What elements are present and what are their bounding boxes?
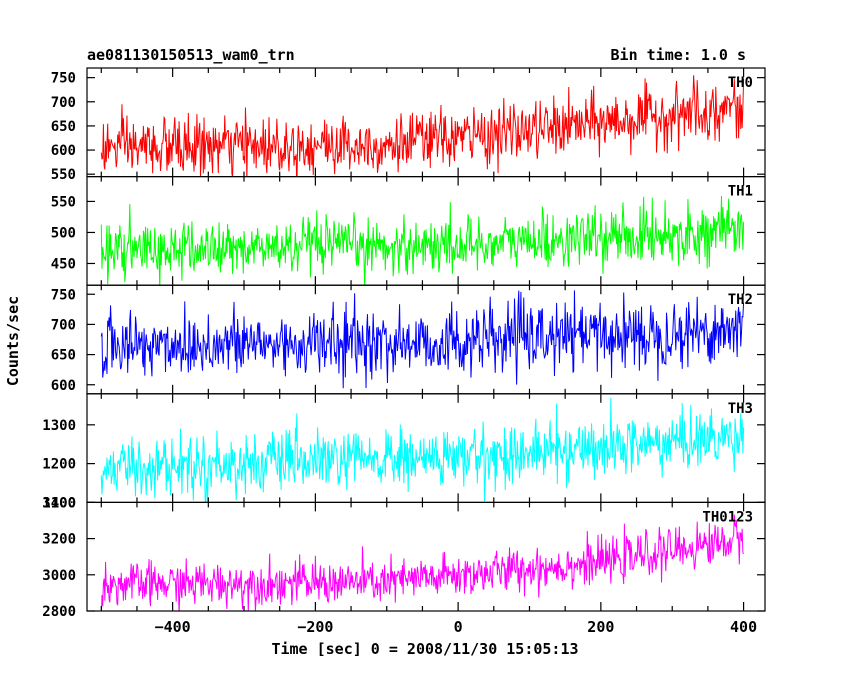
y-tick-label: 600 bbox=[51, 378, 76, 394]
x-tick-label: −200 bbox=[297, 618, 333, 636]
bin-time-label: Bin time: 1.0 s bbox=[611, 46, 746, 64]
panel-name: TH0123 bbox=[702, 509, 753, 525]
panel-name: TH3 bbox=[728, 401, 753, 417]
x-tick-label: 200 bbox=[587, 618, 614, 636]
panels-group: 550 600 650 700 750 TH0 450 500 550 TH1 600 650 700 7… bbox=[42, 67, 766, 620]
series-th2 bbox=[100, 290, 745, 389]
series-th1 bbox=[100, 195, 745, 286]
y-tick-label: 550 bbox=[51, 194, 76, 210]
series-th0 bbox=[100, 75, 745, 177]
x-axis-label: Time [sec] 0 = 2008/11/30 15:05:13 bbox=[271, 640, 578, 658]
y-tick-label: 3400 bbox=[42, 495, 76, 511]
x-tick-label: 400 bbox=[730, 618, 757, 636]
y-tick-label: 750 bbox=[51, 71, 76, 87]
y-tick-label: 3000 bbox=[42, 568, 76, 584]
series-th3 bbox=[100, 397, 745, 503]
y-tick-label: 1100 bbox=[42, 495, 76, 511]
y-tick-label: 1300 bbox=[42, 418, 76, 434]
y-tick-label: 3200 bbox=[42, 532, 76, 548]
chart-title: ae081130150513_wam0_trn bbox=[87, 46, 295, 64]
y-tick-label: 2800 bbox=[42, 604, 76, 620]
panel-name: TH1 bbox=[728, 184, 753, 200]
y-tick-label: 500 bbox=[51, 225, 76, 241]
panel-frame bbox=[86, 501, 766, 612]
y-tick-label: 600 bbox=[51, 143, 76, 159]
y-tick-label: 750 bbox=[51, 287, 76, 303]
panel-name: TH0 bbox=[728, 75, 753, 91]
y-tick-label: 450 bbox=[51, 256, 76, 272]
panel-th3: 1100 1200 1300 TH3 bbox=[42, 393, 766, 511]
y-tick-label: 650 bbox=[51, 119, 76, 135]
x-tick-label: −400 bbox=[155, 618, 191, 636]
panel-name: TH2 bbox=[728, 292, 753, 308]
x-tick-label: 0 bbox=[454, 618, 463, 636]
series-th0123 bbox=[101, 514, 745, 611]
panel-th0: 550 600 650 700 750 TH0 bbox=[51, 67, 766, 183]
panel-th1: 450 500 550 TH1 bbox=[51, 176, 766, 286]
y-tick-label: 1200 bbox=[42, 457, 76, 473]
x-axis: −400 −200 0 200 400 bbox=[100, 68, 757, 636]
y-tick-label: 700 bbox=[51, 95, 76, 111]
y-tick-label: 700 bbox=[51, 317, 76, 333]
y-tick-label: 650 bbox=[51, 348, 76, 364]
panel-th2: 600 650 700 750 TH2 bbox=[51, 284, 766, 395]
y-tick-label: 550 bbox=[51, 167, 76, 183]
y-axis-label: Counts/sec bbox=[4, 296, 22, 386]
panel-th0123: 2800 3000 3200 3400 TH0123 bbox=[42, 495, 766, 620]
